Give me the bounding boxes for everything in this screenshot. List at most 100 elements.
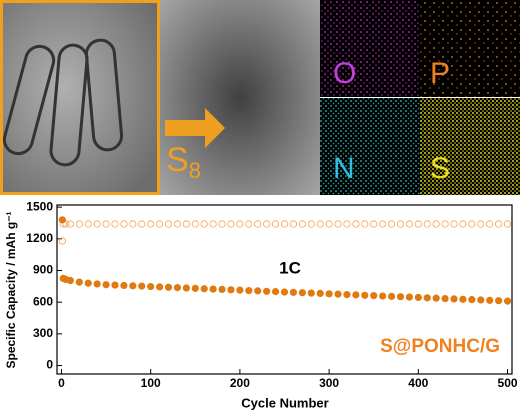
data-point bbox=[432, 294, 440, 302]
data-point bbox=[396, 220, 405, 228]
x-tick-label: 500 bbox=[498, 376, 518, 390]
map-label: N bbox=[333, 152, 355, 185]
tem-image bbox=[0, 0, 160, 195]
data-point bbox=[450, 220, 458, 228]
micrographs: S8 O P N S bbox=[0, 0, 520, 195]
data-point bbox=[477, 220, 485, 228]
data-point bbox=[93, 220, 101, 228]
data-point bbox=[129, 282, 137, 290]
data-point bbox=[138, 220, 146, 228]
arrow bbox=[165, 108, 225, 148]
x-tick-label: 300 bbox=[319, 376, 339, 390]
data-point bbox=[200, 285, 208, 293]
data-point bbox=[379, 220, 387, 228]
x-tick-label: 200 bbox=[230, 376, 250, 390]
data-point bbox=[155, 220, 164, 228]
data-point bbox=[236, 286, 244, 294]
data-point bbox=[343, 220, 351, 228]
data-point bbox=[450, 295, 458, 303]
data-point bbox=[280, 220, 289, 228]
data-point bbox=[298, 220, 306, 228]
data-point bbox=[254, 220, 262, 228]
data-point bbox=[441, 220, 449, 228]
data-point bbox=[343, 290, 351, 299]
frame bbox=[0, 0, 160, 195]
data-point bbox=[111, 220, 119, 228]
data-point bbox=[182, 220, 190, 228]
y-axis-title: Specific Capacity / mAh g⁻¹ bbox=[4, 211, 18, 368]
data-point bbox=[66, 276, 74, 285]
data-point bbox=[379, 292, 387, 300]
data-point bbox=[387, 292, 396, 300]
x-tick-label: 0 bbox=[58, 376, 65, 390]
data-point bbox=[155, 283, 164, 291]
data-point bbox=[289, 288, 298, 296]
data-point bbox=[263, 287, 271, 295]
data-point bbox=[75, 220, 83, 228]
map-label: P bbox=[430, 57, 450, 90]
sulfur-subscript: 8 bbox=[189, 158, 201, 183]
data-point bbox=[271, 288, 280, 296]
data-point bbox=[361, 220, 369, 228]
data-point bbox=[298, 289, 306, 297]
data-point bbox=[361, 291, 369, 299]
data-point bbox=[280, 288, 289, 296]
data-point bbox=[387, 220, 396, 228]
x-tick-label: 400 bbox=[408, 376, 428, 390]
data-point bbox=[477, 296, 485, 304]
y-tick-label: 0 bbox=[46, 358, 53, 372]
data-point bbox=[334, 290, 342, 298]
data-point bbox=[468, 296, 476, 304]
x-tick-label: 100 bbox=[141, 376, 161, 390]
data-point bbox=[227, 286, 235, 294]
y-tick-label: 1500 bbox=[26, 199, 53, 213]
data-point bbox=[396, 293, 405, 301]
annotation: S@PONHC/G bbox=[380, 336, 500, 357]
data-point bbox=[66, 220, 74, 228]
data-point bbox=[111, 281, 119, 289]
data-point bbox=[441, 294, 449, 303]
data-point bbox=[307, 289, 315, 297]
y-tick-label: 1200 bbox=[26, 231, 53, 245]
data-point bbox=[503, 220, 512, 228]
o-map bbox=[320, 0, 420, 97]
data-point bbox=[84, 220, 92, 228]
data-point bbox=[271, 220, 280, 228]
data-point bbox=[289, 220, 298, 228]
data-point bbox=[503, 297, 512, 305]
data-point bbox=[120, 281, 128, 290]
data-point bbox=[254, 287, 262, 295]
y-tick-label: 600 bbox=[33, 294, 53, 308]
map-label: O bbox=[333, 57, 356, 90]
data-point bbox=[182, 284, 190, 292]
data-point bbox=[173, 220, 182, 228]
data-point bbox=[84, 279, 92, 287]
sulfur-symbol: S bbox=[166, 141, 189, 179]
y-tick-label: 900 bbox=[33, 263, 53, 277]
data-point bbox=[191, 220, 199, 228]
data-point bbox=[263, 220, 271, 228]
map-label: S bbox=[430, 152, 450, 185]
sulfur-label: S8 bbox=[166, 141, 201, 183]
data-point bbox=[325, 290, 333, 298]
data-point bbox=[75, 278, 83, 286]
data-point bbox=[432, 220, 440, 228]
data-point bbox=[164, 220, 173, 228]
data-point bbox=[173, 283, 182, 292]
data-point bbox=[147, 220, 155, 228]
n-map bbox=[320, 98, 420, 195]
tem-image-2 bbox=[160, 0, 320, 195]
data-point bbox=[486, 220, 494, 228]
data-point bbox=[486, 296, 494, 304]
data-point bbox=[423, 220, 431, 228]
annotation: 1C bbox=[279, 258, 301, 277]
data-point bbox=[227, 220, 235, 228]
data-point bbox=[209, 285, 217, 293]
data-point bbox=[138, 282, 146, 290]
data-point bbox=[200, 220, 208, 228]
plot-frame bbox=[56, 204, 513, 375]
data-point bbox=[370, 220, 378, 228]
data-point bbox=[423, 294, 431, 302]
data-point bbox=[414, 220, 422, 228]
tube-outlines bbox=[2, 38, 124, 167]
